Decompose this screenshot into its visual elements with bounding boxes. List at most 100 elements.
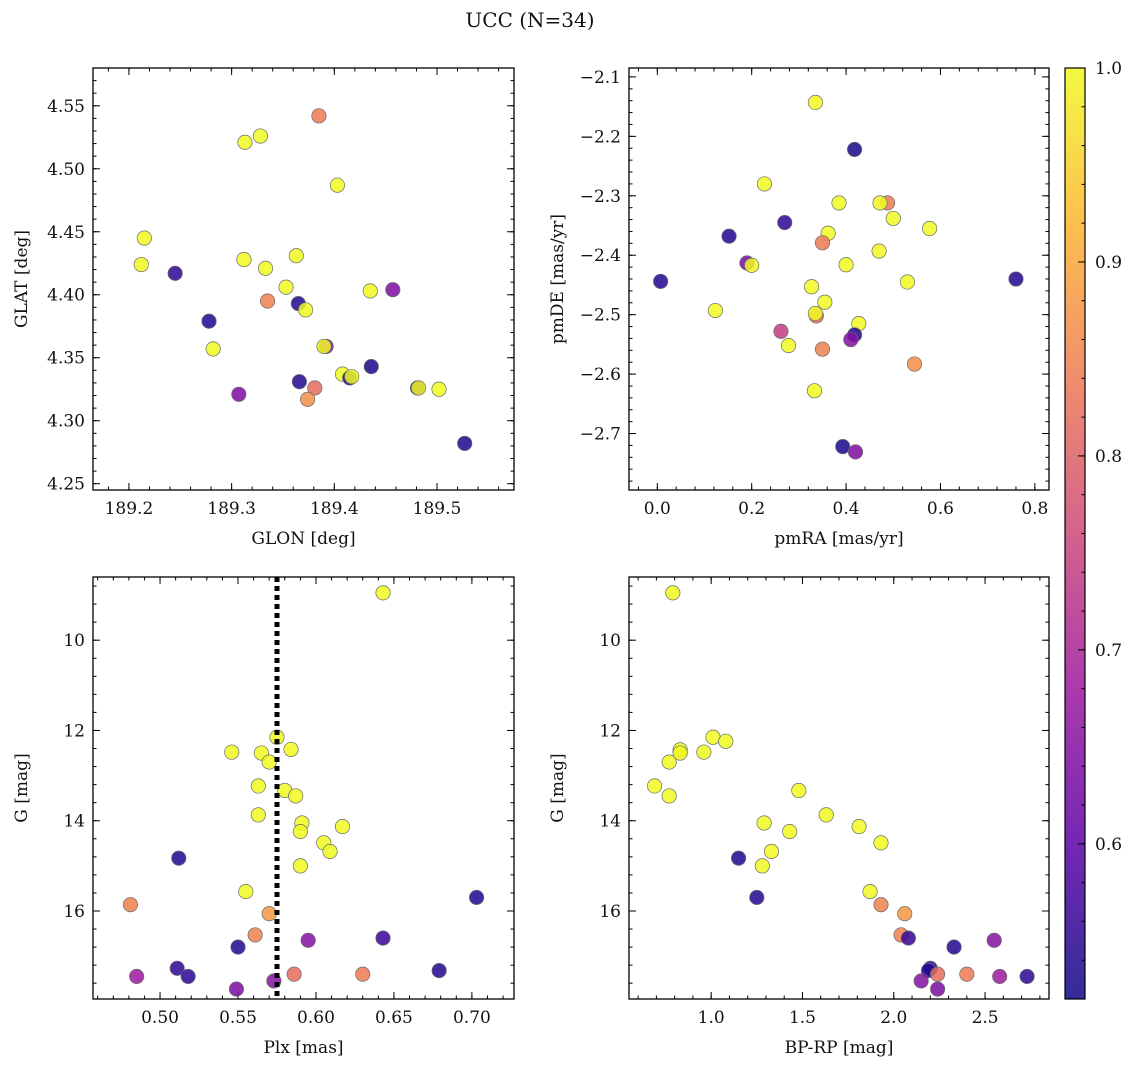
- scatter-point: [885, 210, 901, 226]
- scatter-point: [228, 981, 245, 997]
- scatter-point: [992, 968, 1008, 984]
- scatter-point: [791, 782, 807, 799]
- panel-4: 1.0 1.5 2.0 2.5 10 12 14 16 BP-RP [mag] G [mag]: [548, 576, 1050, 1058]
- scatter-point: [986, 932, 1002, 948]
- scatter-point: [316, 338, 332, 354]
- x-axis-label: Plx [mas]: [263, 1038, 343, 1058]
- scatter-point: [257, 260, 274, 276]
- scatter-point: [835, 439, 851, 455]
- scatter-point: [300, 391, 316, 407]
- scatter-point: [298, 302, 314, 318]
- x-tick-label: 189.5: [413, 499, 462, 519]
- scatter-point: [286, 966, 302, 982]
- scatter-points: [653, 94, 1024, 460]
- x-tick-label: 0.55: [219, 1008, 257, 1028]
- scatter-point: [672, 745, 688, 761]
- x-axis-label: BP-RP [mag]: [785, 1038, 894, 1058]
- scatter-point: [311, 108, 327, 124]
- scatter-point: [1019, 968, 1035, 984]
- x-axis-label: GLON [deg]: [251, 529, 355, 549]
- axes-frame: [628, 576, 1050, 1000]
- x-tick-label: 0.0: [644, 499, 671, 519]
- scatter-point: [900, 930, 916, 946]
- x-tick-label: 1.0: [698, 1008, 725, 1028]
- scatter-point: [363, 358, 379, 375]
- scatter-point: [661, 754, 677, 770]
- axes-frame: [92, 67, 515, 491]
- scatter-point: [718, 733, 734, 749]
- scatter-point: [260, 293, 276, 309]
- x-tick-label: 0.6: [927, 499, 954, 519]
- scatter-point: [705, 729, 721, 745]
- scatter-point: [862, 884, 878, 900]
- scatter-point: [899, 274, 915, 290]
- tick-marks: [93, 577, 514, 999]
- scatter-point: [872, 195, 888, 211]
- x-tick-label: 1.5: [789, 1008, 816, 1028]
- scatter-point: [847, 141, 863, 157]
- scatter-point: [237, 134, 253, 150]
- y-axis-label: GLAT [deg]: [12, 230, 32, 328]
- y-tick-label: 12: [63, 721, 85, 741]
- x-tick-label: 0.8: [1021, 499, 1048, 519]
- panel-3: 0.50 0.55 0.60 0.65 0.70 10 12 14 16 Plx [mas] G […: [12, 576, 515, 1058]
- scatter-points: [133, 108, 473, 451]
- scatter-point: [122, 897, 138, 913]
- x-tick-label: 0.50: [141, 1008, 179, 1028]
- scatter-point: [807, 305, 823, 322]
- scatter-point: [355, 966, 371, 982]
- colorbar-tick-label: 1.0: [1095, 59, 1122, 79]
- x-axis-label: pmRA [mas/yr]: [774, 529, 903, 549]
- scatter-point: [806, 383, 823, 399]
- y-tick-label: 4.50: [47, 160, 85, 180]
- scatter-point: [291, 374, 307, 390]
- scatter-point: [773, 323, 789, 339]
- scatter-point: [201, 313, 217, 329]
- scatter-point: [171, 850, 187, 866]
- scatter-point: [922, 220, 938, 237]
- scatter-point: [292, 858, 308, 874]
- tick-marks: [629, 68, 1049, 490]
- y-tick-label: −2.4: [580, 246, 621, 266]
- scatter-point: [807, 94, 823, 111]
- y-tick-label: 16: [63, 902, 85, 922]
- scatter-point: [344, 369, 360, 385]
- scatter-point: [782, 824, 798, 840]
- y-tick-label: −2.1: [580, 68, 621, 88]
- scatter-point: [744, 257, 760, 273]
- scatter-point: [322, 843, 338, 859]
- y-tick-label: 4.25: [47, 475, 85, 495]
- x-tick-label: 0.65: [375, 1008, 413, 1028]
- scatter-point: [731, 850, 747, 866]
- scatter-point: [831, 195, 847, 211]
- scatter-point: [843, 332, 859, 348]
- y-axis-label: G [mag]: [548, 753, 568, 822]
- x-tick-label: 189.2: [105, 499, 154, 519]
- y-tick-label: −2.2: [580, 127, 621, 147]
- scatter-point: [238, 884, 254, 900]
- colorbar: 0.6 0.7 0.8 0.9 1.0: [1064, 59, 1122, 1000]
- scatter-point: [804, 279, 820, 295]
- scatter-point: [873, 835, 889, 851]
- x-tick-label: 189.4: [310, 499, 359, 519]
- panels: 189.2 189.3 189.4 189.5 4.25 4.30 4.35 4.40 4.45…: [12, 67, 1050, 1058]
- y-tick-label: 10: [63, 631, 85, 651]
- scatter-point: [851, 819, 867, 835]
- scatter-point: [756, 176, 772, 192]
- tick-marks: [629, 577, 1049, 999]
- scatter-point: [780, 338, 797, 354]
- scatter-point: [300, 932, 316, 948]
- scatter-point: [1008, 271, 1024, 287]
- y-tick-label: −2.5: [580, 306, 621, 326]
- scatter-point: [375, 930, 391, 946]
- y-tick-label: 10: [599, 631, 621, 651]
- scatter-point: [897, 906, 913, 922]
- scatter-point: [906, 356, 923, 372]
- x-tick-label: 0.4: [833, 499, 860, 519]
- x-tick-label: 0.2: [738, 499, 765, 519]
- scatter-point: [236, 251, 252, 268]
- y-tick-label: 4.45: [47, 223, 85, 243]
- scatter-point: [721, 228, 737, 244]
- scatter-point: [817, 294, 833, 310]
- figure-title: UCC (N=34): [465, 8, 594, 32]
